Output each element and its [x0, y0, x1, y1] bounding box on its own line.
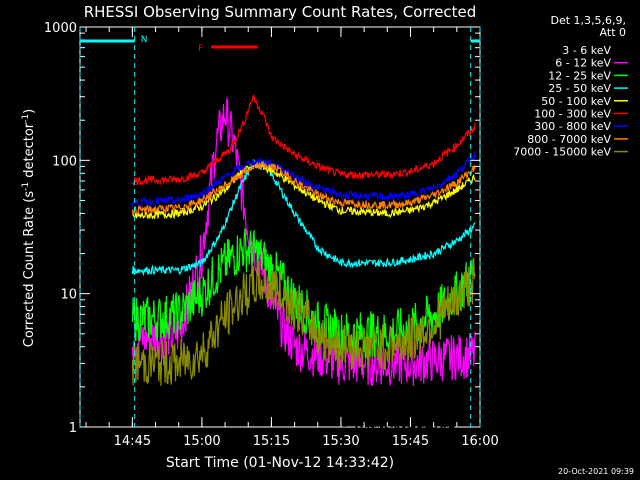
y-tick-label: 100 [52, 154, 77, 169]
series-line-0 [201, 128, 457, 428]
legend-label: 12 - 25 keV [548, 69, 611, 82]
series-line-6 [131, 152, 476, 208]
x-tick-label: 15:15 [253, 434, 290, 449]
y-tick-label: 1000 [44, 21, 77, 36]
x-tick-label: 15:00 [183, 434, 220, 449]
series-line-5 [131, 94, 476, 187]
series-line-1 [131, 96, 476, 387]
chart-title: RHESSI Observing Summary Count Rates, Co… [84, 3, 477, 21]
flare-label: F [198, 44, 203, 54]
legend-label: 6 - 12 keV [555, 57, 611, 70]
x-tick-label: 14:45 [114, 434, 151, 449]
x-tick-label: 15:45 [392, 434, 429, 449]
axis-ticks: 1 10 100 1000 14:45 15:00 15:15 15:30 15:45 16:00 [44, 21, 499, 449]
series-line-3 [131, 159, 476, 277]
legend-label: 3 - 6 keV [562, 44, 611, 57]
series-line-8 [131, 257, 476, 386]
legend-header: Det 1,3,5,6,9, [550, 14, 626, 27]
legend-label: 7000 - 15000 keV [513, 146, 611, 159]
y-axis-label: Corrected Count Rate (s-1 detector-1) [21, 109, 37, 347]
legend-label: 800 - 7000 keV [527, 133, 611, 146]
x-axis-label: Start Time (01-Nov-12 14:33:42) [166, 455, 394, 471]
series-line-4 [131, 161, 476, 220]
legend-label: 100 - 300 keV [534, 108, 611, 121]
render-timestamp: 20-Oct-2021 09:39 [558, 467, 634, 476]
x-tick-label: 16:00 [461, 434, 498, 449]
y-tick-label: 1 [69, 421, 77, 436]
legend-header: Att 0 [600, 26, 626, 39]
x-tick-label: 15:30 [322, 434, 359, 449]
legend-label: 300 - 800 keV [534, 120, 611, 133]
night-label: N [141, 35, 148, 45]
y-tick-label: 10 [60, 288, 77, 303]
legend-label: 25 - 50 keV [548, 82, 611, 95]
series-line-7 [131, 160, 476, 216]
orbit-overlays: NF [79, 27, 481, 427]
legend-label: 50 - 100 keV [541, 95, 611, 108]
plot-area [79, 26, 481, 428]
